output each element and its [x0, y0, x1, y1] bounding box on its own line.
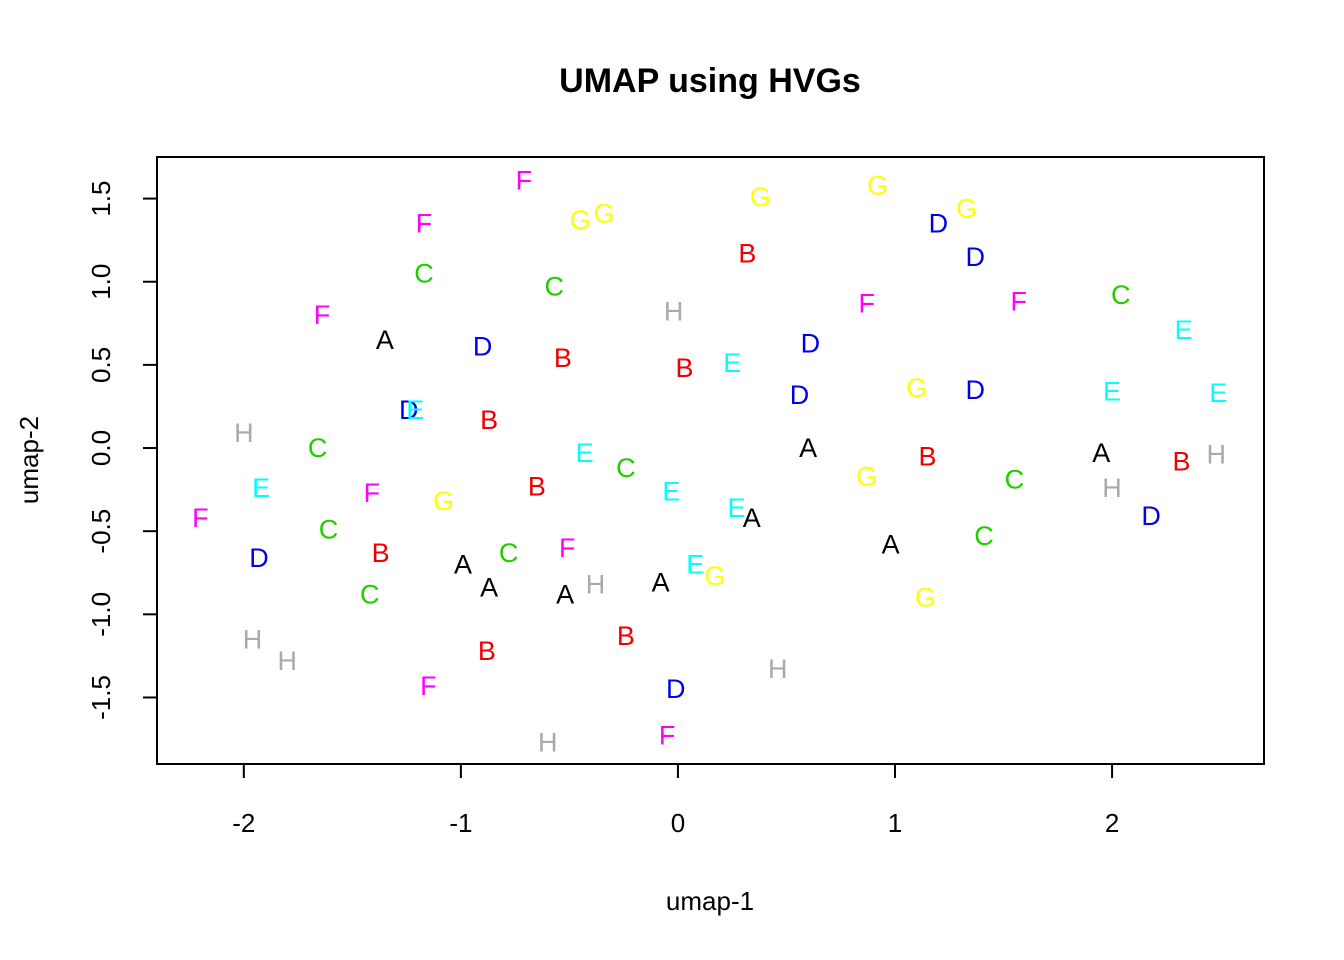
- point-e: E: [1209, 378, 1227, 408]
- point-a: A: [1092, 438, 1110, 468]
- point-d: D: [249, 543, 269, 573]
- point-f: F: [659, 721, 676, 751]
- point-c: C: [360, 579, 380, 609]
- y-tick-label: 1.0: [86, 264, 116, 300]
- point-f: F: [364, 478, 381, 508]
- point-g: G: [594, 199, 615, 229]
- point-e: E: [1175, 315, 1193, 345]
- point-e: E: [728, 493, 746, 523]
- point-g: G: [906, 373, 927, 403]
- point-a: A: [882, 529, 900, 559]
- point-a: A: [743, 503, 761, 533]
- point-g: G: [704, 561, 725, 591]
- point-f: F: [859, 288, 876, 318]
- y-axis-label: umap-2: [14, 416, 44, 504]
- point-f: F: [559, 533, 576, 563]
- point-h: H: [1206, 440, 1226, 470]
- point-c: C: [974, 521, 994, 551]
- point-h: H: [768, 654, 788, 684]
- point-d: D: [666, 674, 686, 704]
- y-axis: -1.5 -1.0 -0.5 0.0 0.5 1.0 1.5: [86, 180, 158, 720]
- point-b: B: [528, 471, 546, 501]
- point-f: F: [192, 503, 209, 533]
- point-d: D: [801, 328, 821, 358]
- point-d: D: [399, 395, 419, 425]
- x-axis: -2 -1 0 1 2: [232, 763, 1119, 838]
- point-d: D: [790, 380, 810, 410]
- point-g: G: [956, 194, 977, 224]
- y-tick-label: -1.5: [86, 675, 116, 720]
- point-b: B: [617, 621, 635, 651]
- point-e: E: [576, 438, 594, 468]
- point-e: E: [406, 395, 424, 425]
- point-c: C: [308, 433, 328, 463]
- point-g: G: [856, 461, 877, 491]
- point-h: H: [1102, 473, 1122, 503]
- y-tick-label: 1.5: [86, 180, 116, 216]
- point-f: F: [314, 300, 331, 330]
- point-a: A: [799, 433, 817, 463]
- point-c: C: [1111, 280, 1131, 310]
- point-h: H: [538, 727, 558, 757]
- y-tick-label: 0.0: [86, 430, 116, 466]
- point-d: D: [929, 209, 949, 239]
- x-axis-label: umap-1: [666, 886, 754, 916]
- point-c: C: [544, 272, 564, 302]
- point-b: B: [478, 636, 496, 666]
- point-b: B: [1173, 446, 1191, 476]
- point-e: E: [252, 473, 270, 503]
- point-g: G: [570, 205, 591, 235]
- point-d: D: [473, 332, 493, 362]
- y-tick-label: -0.5: [86, 509, 116, 554]
- point-a: A: [454, 549, 472, 579]
- point-c: C: [319, 515, 339, 545]
- point-a: A: [556, 579, 574, 609]
- point-f: F: [416, 209, 433, 239]
- point-e: E: [686, 549, 704, 579]
- x-tick-label: -1: [449, 808, 472, 838]
- point-f: F: [420, 671, 437, 701]
- x-tick-label: 2: [1105, 808, 1119, 838]
- point-f: F: [1010, 287, 1027, 317]
- x-tick-label: 1: [888, 808, 902, 838]
- point-h: H: [277, 646, 297, 676]
- y-tick-label: -1.0: [86, 592, 116, 637]
- point-d: D: [1141, 501, 1161, 531]
- point-d: D: [966, 242, 986, 272]
- point-e: E: [662, 476, 680, 506]
- point-c: C: [499, 538, 519, 568]
- x-tick-label: 0: [671, 808, 685, 838]
- point-c: C: [1005, 465, 1025, 495]
- point-d: D: [966, 375, 986, 405]
- point-f: F: [516, 165, 533, 195]
- point-g: G: [867, 170, 888, 200]
- point-g: G: [750, 182, 771, 212]
- point-a: A: [652, 568, 670, 598]
- point-h: H: [586, 569, 606, 599]
- point-a: A: [480, 573, 498, 603]
- point-b: B: [480, 405, 498, 435]
- x-tick-label: -2: [232, 808, 255, 838]
- point-b: B: [554, 343, 572, 373]
- point-a: A: [376, 325, 394, 355]
- point-b: B: [372, 538, 390, 568]
- point-b: B: [919, 441, 937, 471]
- point-e: E: [1103, 376, 1121, 406]
- point-h: H: [664, 297, 684, 327]
- point-e: E: [723, 348, 741, 378]
- point-h: H: [243, 624, 263, 654]
- point-h: H: [234, 418, 254, 448]
- point-g: G: [915, 583, 936, 613]
- chart-title: UMAP using HVGs: [559, 62, 861, 100]
- y-tick-label: 0.5: [86, 347, 116, 383]
- point-g: G: [433, 486, 454, 516]
- point-c: C: [414, 258, 434, 288]
- point-c: C: [616, 453, 636, 483]
- point-b: B: [675, 353, 693, 383]
- point-b: B: [738, 238, 756, 268]
